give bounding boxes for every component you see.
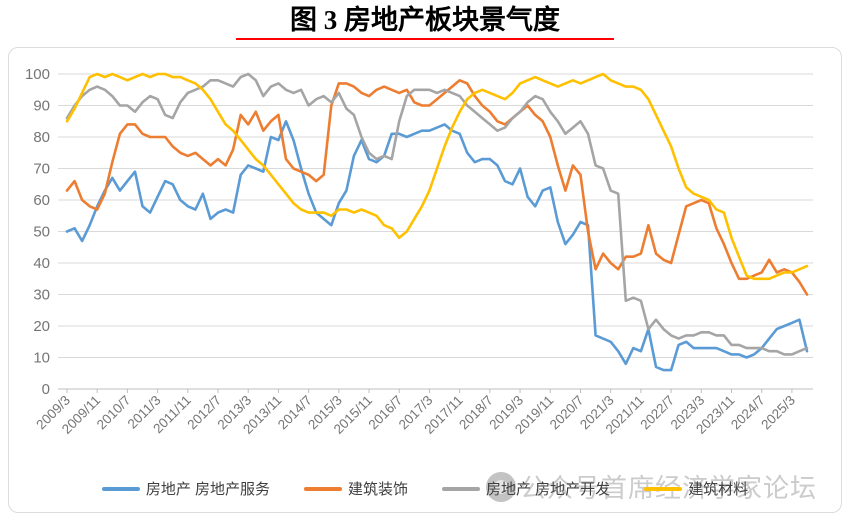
legend-swatch-icon (442, 486, 480, 491)
legend-item-jianzhu-cailiao: 建筑材料 (644, 478, 748, 499)
svg-text:80: 80 (33, 129, 50, 146)
legend-item-fangdichan-fuwu: 房地产 房地产服务 (101, 478, 270, 499)
chart-box: 0 10 20 30 40 50 60 70 80 90 100 2009/3 2009/11 2010/… (8, 47, 842, 513)
legend-label: 房地产 房地产服务 (145, 481, 270, 498)
svg-text:0: 0 (42, 381, 50, 398)
svg-text:40: 40 (33, 255, 50, 272)
line-chart: 01020304050607080901002009/32009/112010/… (25, 66, 813, 437)
svg-text:70: 70 (33, 161, 50, 178)
title-underline (236, 38, 614, 40)
svg-text:60: 60 (33, 192, 50, 209)
legend-item-fangdichan-kaifa: 房地产 房地产开发 (442, 478, 610, 499)
svg-text:10: 10 (33, 350, 50, 367)
legend-label: 房地产 房地产开发 (486, 481, 611, 498)
svg-text:90: 90 (33, 98, 50, 115)
legend-swatch-icon (303, 486, 342, 491)
legend-swatch-icon (644, 486, 683, 491)
svg-text:2010/7: 2010/7 (94, 393, 134, 433)
title-block: 图 3 房地产板块景气度 (0, 0, 850, 40)
svg-text:2025/3: 2025/3 (758, 393, 798, 433)
legend-label: 建筑装饰 (347, 481, 408, 498)
legend: 房地产 房地产服务 建筑装饰 房地产 房地产开发 建筑材料 (9, 478, 841, 499)
legend-item-jianzhu-zhuangshi: 建筑装饰 (303, 478, 408, 499)
legend-label: 建筑材料 (688, 481, 749, 498)
svg-text:20: 20 (33, 318, 50, 335)
svg-text:100: 100 (25, 66, 50, 83)
legend-swatch-icon (101, 486, 140, 491)
svg-text:30: 30 (33, 287, 50, 304)
page-title: 图 3 房地产板块景气度 (290, 5, 560, 35)
svg-text:50: 50 (33, 224, 50, 241)
